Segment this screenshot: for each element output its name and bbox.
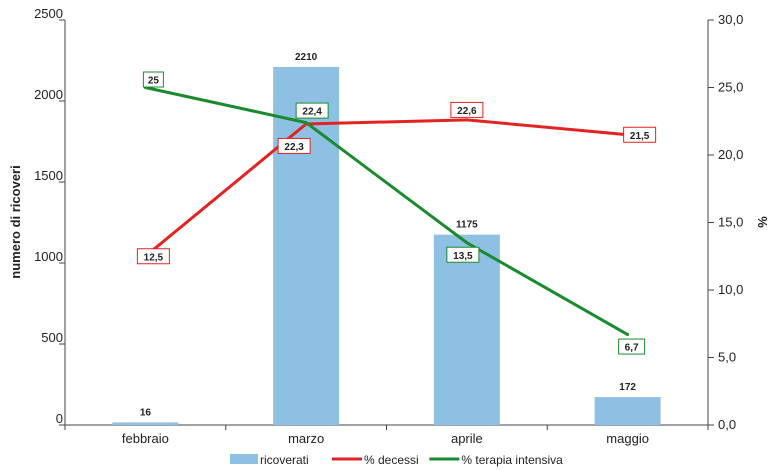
bar xyxy=(433,234,500,425)
line-point xyxy=(304,121,308,125)
point-value-label: 25 xyxy=(148,76,160,87)
y-right-tick-label: 20,0 xyxy=(718,147,743,162)
line-point xyxy=(465,118,469,122)
y-left-axis-label: numero di ricoveri xyxy=(8,165,23,278)
point-label-box xyxy=(277,137,311,154)
legend-entry: % terapia intensiva xyxy=(461,453,563,467)
y-right-tick-label: 10,0 xyxy=(718,282,743,297)
y-left-tick-label: 2500 xyxy=(34,6,63,21)
point-label-box xyxy=(446,246,480,263)
y-right-axis-label: % xyxy=(755,216,768,228)
point-value-label: 6,7 xyxy=(625,343,639,354)
point-value-label: 22,4 xyxy=(302,107,322,118)
bar xyxy=(594,397,661,425)
y-right-tick-label: 25,0 xyxy=(718,80,743,95)
line-point xyxy=(626,333,630,337)
point-label-box xyxy=(136,248,170,265)
x-tick-label: maggio xyxy=(606,431,649,446)
legend-swatch-bar xyxy=(230,454,258,464)
legend-entry: % decessi xyxy=(364,453,419,467)
point-value-label: 13,5 xyxy=(453,251,473,262)
line-decessi xyxy=(144,118,628,258)
x-tick-label: febbraio xyxy=(122,431,169,446)
bar-value-label: 1175 xyxy=(456,220,478,231)
y-right-tick-label: 0,0 xyxy=(718,417,736,432)
y-left-tick-label: 1500 xyxy=(34,168,63,183)
point-value-label: 12,5 xyxy=(144,252,164,263)
plot-area: 0 500 1000 1500 2000 2500 0,0 5,0 10,0 15,0 20,0 25… xyxy=(34,6,743,446)
y-right-tick-label: 15,0 xyxy=(718,215,743,230)
point-label-box xyxy=(295,102,329,119)
legend-entry: ricoverati xyxy=(260,453,309,467)
data-labels: 16 2210 1175 172 12,5 22,3 22,6 21,5 25 22,4 13,5 6… xyxy=(136,52,657,418)
line-terapia-intensiva xyxy=(145,86,629,336)
y-right-tick-label: 30,0 xyxy=(718,12,743,27)
bar xyxy=(273,66,340,425)
point-value-label: 22,6 xyxy=(457,106,477,117)
bar-series xyxy=(112,66,661,425)
y-right-tick-label: 5,0 xyxy=(718,350,736,365)
bar-value-label: 2210 xyxy=(295,52,318,63)
y-left-tick-label: 0 xyxy=(56,411,63,426)
point-value-label: 21,5 xyxy=(630,131,650,142)
bar xyxy=(112,422,179,425)
y-left-tick-label: 1000 xyxy=(34,249,63,264)
bar-value-label: 172 xyxy=(619,382,636,393)
x-tick-label: marzo xyxy=(288,431,324,446)
line-series xyxy=(143,86,630,337)
point-label-box xyxy=(618,338,646,355)
legend: ricoverati % decessi % terapia intensiva xyxy=(230,453,563,467)
point-label-box xyxy=(142,71,164,88)
point-label-box xyxy=(450,101,484,118)
point-value-label: 22,3 xyxy=(284,142,304,153)
y-left-tick-label: 2000 xyxy=(34,87,63,102)
x-tick-label: aprile xyxy=(451,431,483,446)
bar-value-label: 16 xyxy=(140,407,152,418)
point-label-box xyxy=(623,126,657,143)
line-point xyxy=(465,241,469,245)
y-left-tick-label: 500 xyxy=(41,330,63,345)
